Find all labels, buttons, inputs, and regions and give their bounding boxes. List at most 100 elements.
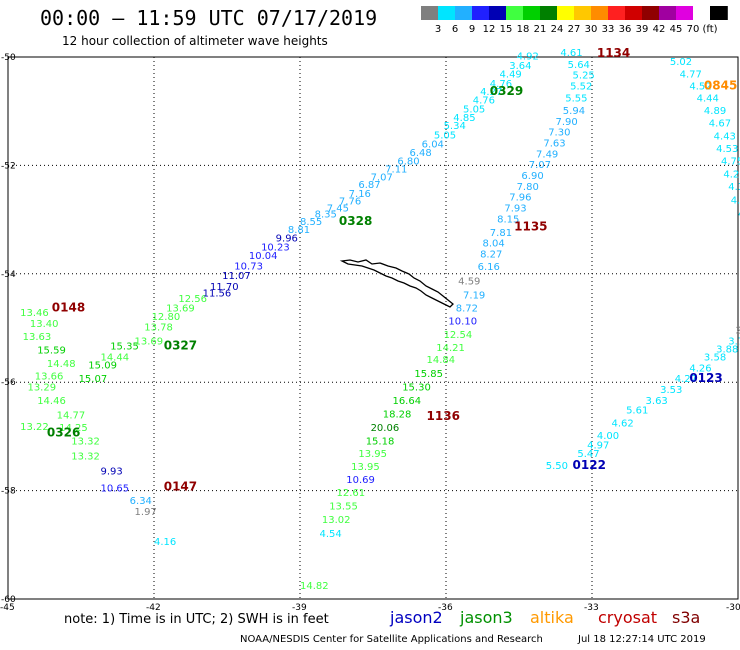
pass-time-label: 0123	[689, 371, 722, 385]
wave-height-value: 4.60	[738, 209, 740, 220]
wave-height-value: 6.90	[521, 171, 543, 182]
wave-height-value: 7.30	[548, 128, 570, 139]
color-scale-label: 45	[669, 24, 683, 35]
wave-height-value: 7.49	[536, 149, 558, 160]
pass-time-label: 1135	[514, 219, 547, 233]
wave-height-value: 6.80	[397, 156, 419, 167]
wave-height-value: 7.07	[371, 173, 393, 184]
wave-height-value: 11.70	[210, 282, 239, 293]
chart-subtitle: 12 hour collection of altimeter wave hei…	[62, 34, 328, 48]
satellite-legend-entry: jason2	[390, 608, 443, 627]
color-scale-label: 24	[550, 24, 564, 35]
wave-height-value: 7.90	[556, 117, 578, 128]
color-swatch	[710, 6, 728, 20]
wave-height-value: 4.10	[731, 195, 740, 206]
wave-height-value: 7.81	[490, 228, 512, 239]
wave-height-value: 15.35	[110, 342, 139, 353]
wave-height-value: 4.89	[704, 106, 726, 117]
wave-height-value: 5.05	[463, 104, 485, 115]
wave-height-value: 6.04	[422, 140, 444, 151]
wave-height-value: 7.93	[504, 203, 526, 214]
pass-time-label: 0328	[339, 214, 372, 228]
wave-height-value: 4.26	[723, 169, 740, 180]
wave-height-value: 5.94	[563, 106, 585, 117]
wave-height-value: 11.07	[222, 271, 251, 282]
wave-height-value: 15.18	[366, 437, 395, 448]
wave-height-value: 4.53	[716, 144, 738, 155]
wave-height-value: 4.97	[587, 440, 609, 451]
latitude-label: -58	[1, 487, 16, 497]
wave-height-value: 14.48	[47, 359, 76, 370]
satellite-legend-entry: altika	[530, 608, 574, 627]
wave-height-value: 6.87	[358, 180, 380, 191]
wave-height-value: 5.05	[434, 130, 456, 141]
wave-height-value: 4.76	[490, 79, 512, 90]
color-scale-label: 6	[451, 24, 459, 35]
color-scale-label: 36	[618, 24, 632, 35]
wave-height-value: 7.76	[339, 196, 361, 207]
wave-height-value: 13.63	[23, 332, 52, 343]
wave-height-value: 3.70	[728, 336, 740, 347]
wave-height-value: 4.61	[560, 48, 582, 59]
satellite-legend-entry: cryosat	[598, 608, 658, 627]
wave-height-value: 4.67	[709, 118, 731, 129]
wave-height-value: 5.52	[570, 82, 592, 93]
wave-height-value: 10.73	[234, 261, 263, 272]
wave-height-value: 5.64	[568, 60, 590, 71]
wave-height-value: 4.52	[689, 82, 711, 93]
wave-height-value: 5.47	[577, 449, 599, 460]
wave-height-value: 4.62	[611, 419, 633, 430]
wave-height-value: 3.53	[660, 385, 682, 396]
wave-height-value: 4.85	[453, 113, 475, 124]
longitude-label: -30	[726, 603, 740, 613]
wave-height-value: 12.54	[444, 330, 473, 341]
wave-height-value: 15.30	[402, 382, 431, 393]
wave-height-value: 13.40	[30, 319, 59, 330]
color-scale-label: 21	[533, 24, 547, 35]
pass-time-label: 0147	[164, 480, 197, 494]
longitude-label: -42	[146, 603, 161, 613]
wave-height-value: 13.69	[135, 336, 164, 347]
wave-height-value: 3.58	[704, 353, 726, 364]
wave-height-value: 8.15	[497, 214, 519, 225]
wave-height-value: 6.48	[410, 148, 432, 159]
satellite-legend-entry: jason3	[460, 608, 513, 627]
wave-height-value: 4.00	[597, 431, 619, 442]
wave-height-value: 20.06	[371, 423, 400, 434]
wave-height-value: 4.27	[675, 374, 697, 385]
wave-height-value: 7.96	[509, 193, 531, 204]
pass-time-label: 1136	[427, 409, 460, 423]
wave-height-value: 10.10	[448, 317, 477, 328]
latitude-label: -56	[1, 378, 16, 388]
wave-height-value: 8.27	[480, 250, 502, 261]
chart-title: 00:00 – 11:59 UTC 07/17/2019	[40, 6, 378, 30]
latitude-label: -60	[1, 595, 16, 605]
wave-height-value: 14.46	[37, 396, 66, 407]
wave-height-value: 13.02	[322, 515, 351, 526]
color-scale-label: 3	[434, 24, 442, 35]
wave-height-value: 9.93	[100, 466, 122, 477]
color-scale-label: 15	[499, 24, 513, 35]
color-scale-label: 39	[635, 24, 649, 35]
pass-time-label: 0122	[573, 458, 606, 472]
wave-height-value: 3.88	[716, 344, 738, 355]
wave-height-value: 12.61	[337, 488, 366, 499]
wave-height-value: 6.16	[478, 262, 500, 273]
wave-height-value: 7.45	[327, 203, 349, 214]
wave-height-value: 9.96	[276, 233, 298, 244]
color-scale-label: 12	[482, 24, 496, 35]
wave-height-value: 14.84	[427, 355, 456, 366]
wave-height-value: 14.44	[100, 353, 129, 364]
longitude-label: -39	[292, 603, 307, 613]
wave-height-value: 7.19	[463, 291, 485, 302]
pass-time-label: 0326	[47, 425, 80, 439]
wave-height-value: 4.77	[680, 70, 702, 81]
wave-height-value: 13.22	[20, 422, 49, 433]
wave-height-value: 4.54	[319, 529, 341, 540]
wave-height-value: 7.07	[529, 160, 551, 171]
color-scale-label: (ft)	[702, 24, 718, 35]
satellite-legend-entry: s3a	[672, 608, 701, 627]
wave-height-value: 4.92	[517, 52, 539, 63]
wave-height-value: 8.72	[456, 304, 478, 315]
